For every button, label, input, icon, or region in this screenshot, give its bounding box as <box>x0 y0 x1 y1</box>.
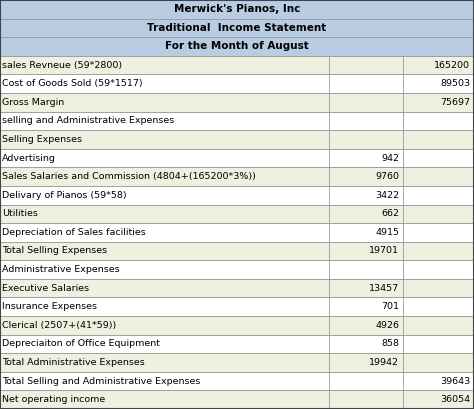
Text: 3422: 3422 <box>375 191 399 200</box>
Text: 19701: 19701 <box>369 247 399 256</box>
Bar <box>0 391 474 409</box>
Bar <box>0 18 474 37</box>
Bar <box>0 279 474 297</box>
Text: 4926: 4926 <box>375 321 399 330</box>
Bar <box>0 335 474 353</box>
Text: Total Administrative Expenses: Total Administrative Expenses <box>2 358 145 367</box>
Bar <box>0 93 474 112</box>
Bar <box>0 372 474 391</box>
Text: 858: 858 <box>381 339 399 348</box>
Bar <box>0 37 474 56</box>
Bar <box>0 297 474 316</box>
Bar <box>0 112 474 130</box>
Text: Advertising: Advertising <box>2 153 56 162</box>
Text: 39643: 39643 <box>440 377 470 386</box>
Text: Executive Salaries: Executive Salaries <box>2 284 90 293</box>
Text: Administrative Expenses: Administrative Expenses <box>2 265 120 274</box>
Text: Selling Expenses: Selling Expenses <box>2 135 82 144</box>
Text: Net operating income: Net operating income <box>2 395 106 404</box>
Text: 36054: 36054 <box>440 395 470 404</box>
Text: 19942: 19942 <box>369 358 399 367</box>
Text: 89503: 89503 <box>440 79 470 88</box>
Text: 9760: 9760 <box>375 172 399 181</box>
Bar <box>0 0 474 18</box>
Bar <box>0 167 474 186</box>
Text: Merwick's Pianos, Inc: Merwick's Pianos, Inc <box>174 4 300 14</box>
Text: For the Month of August: For the Month of August <box>165 41 309 52</box>
Text: Cost of Goods Sold (59*1517): Cost of Goods Sold (59*1517) <box>2 79 143 88</box>
Text: 942: 942 <box>381 153 399 162</box>
Text: Total Selling Expenses: Total Selling Expenses <box>2 247 108 256</box>
Text: 701: 701 <box>381 302 399 311</box>
Text: Total Selling and Administrative Expenses: Total Selling and Administrative Expense… <box>2 377 201 386</box>
Bar <box>0 242 474 260</box>
Text: Depreciation of Sales facilities: Depreciation of Sales facilities <box>2 228 146 237</box>
Text: 662: 662 <box>381 209 399 218</box>
Text: 4915: 4915 <box>375 228 399 237</box>
Bar <box>0 223 474 242</box>
Text: Traditional  Income Statement: Traditional Income Statement <box>147 23 327 33</box>
Text: 75697: 75697 <box>440 98 470 107</box>
Bar <box>0 149 474 167</box>
Bar <box>0 353 474 372</box>
Bar <box>0 204 474 223</box>
Text: 13457: 13457 <box>369 284 399 293</box>
Bar <box>0 316 474 335</box>
Bar <box>0 130 474 149</box>
Text: Utilities: Utilities <box>2 209 38 218</box>
Bar <box>0 260 474 279</box>
Text: Sales Salaries and Commission (4804+(165200*3%)): Sales Salaries and Commission (4804+(165… <box>2 172 256 181</box>
Text: Clerical (2507+(41*59)): Clerical (2507+(41*59)) <box>2 321 117 330</box>
Text: Insurance Expenses: Insurance Expenses <box>2 302 97 311</box>
Text: Gross Margin: Gross Margin <box>2 98 64 107</box>
Text: Depreciaiton of Office Equipment: Depreciaiton of Office Equipment <box>2 339 160 348</box>
Bar <box>0 186 474 204</box>
Bar <box>0 74 474 93</box>
Text: 165200: 165200 <box>434 61 470 70</box>
Bar <box>0 56 474 74</box>
Text: selling and Administrative Expenses: selling and Administrative Expenses <box>2 116 174 125</box>
Text: sales Revneue (59*2800): sales Revneue (59*2800) <box>2 61 122 70</box>
Text: Delivary of Pianos (59*58): Delivary of Pianos (59*58) <box>2 191 127 200</box>
